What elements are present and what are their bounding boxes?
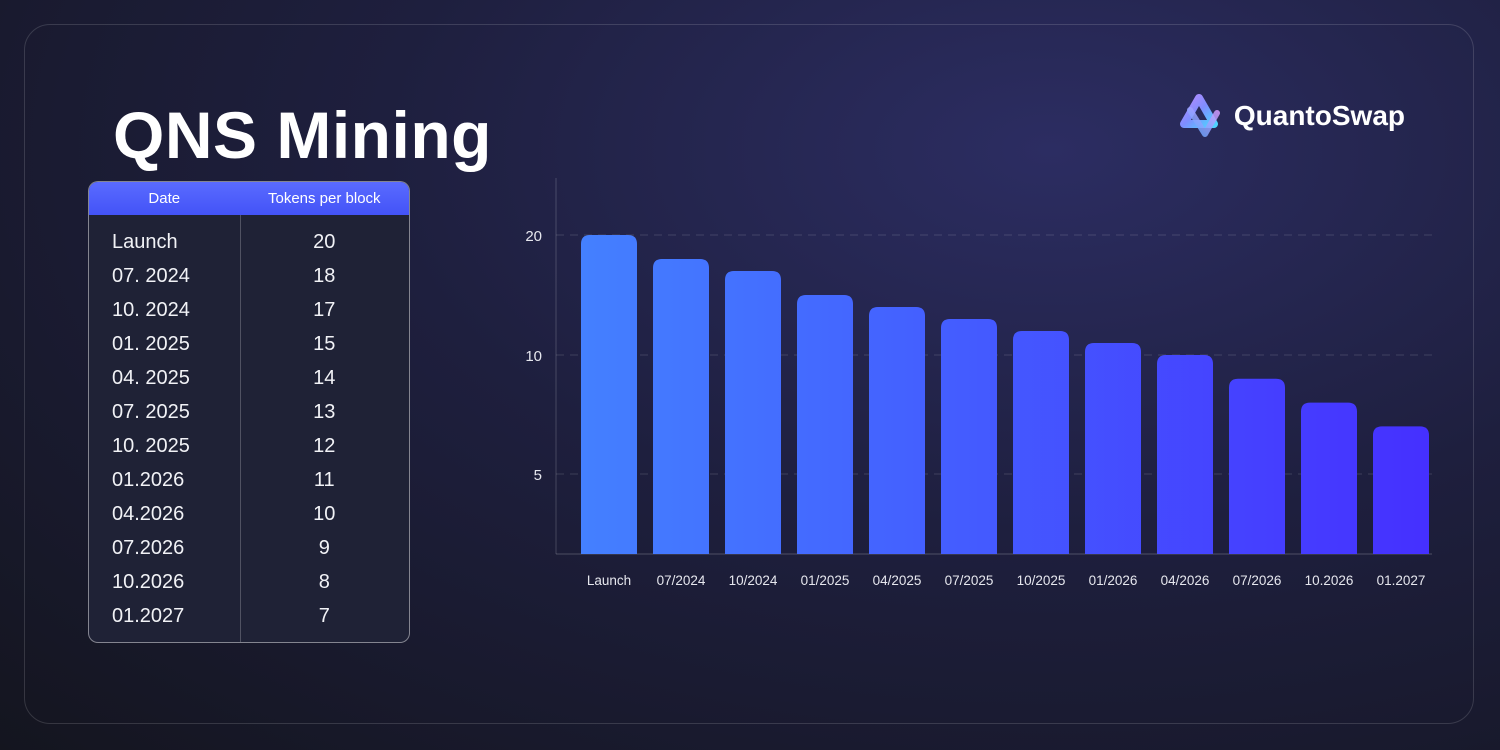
- cell-date: 07. 2024: [112, 264, 190, 287]
- bar: [941, 319, 997, 554]
- table-row: 07. 2024 18: [89, 259, 409, 293]
- cell-tokens: 20: [313, 230, 336, 253]
- x-tick-label: 01/2026: [1089, 573, 1138, 588]
- table-row: 07.2026 9: [89, 531, 409, 565]
- cell-date: 10.2026: [112, 570, 185, 593]
- cell-tokens: 9: [318, 536, 330, 559]
- x-tick-label: 07/2024: [657, 573, 706, 588]
- x-tick-label: 10/2025: [1017, 573, 1066, 588]
- cell-date: 01.2027: [112, 604, 185, 627]
- cell-tokens: 7: [318, 604, 330, 627]
- cell-tokens: 14: [313, 366, 336, 389]
- table-header: Date Tokens per block: [89, 182, 409, 215]
- chart-svg: 20 10 5 Launch 07/2024 10/2024 01/2025 04/2025 0…: [525, 178, 1432, 588]
- table-row: 10. 2024 17: [89, 293, 409, 327]
- cell-date: 04. 2025: [112, 366, 190, 389]
- bar: [797, 295, 853, 554]
- cell-date: 10. 2025: [112, 434, 190, 457]
- y-tick-label: 5: [534, 467, 542, 484]
- x-tick-label: 07/2025: [945, 573, 994, 588]
- bar: [1229, 378, 1285, 554]
- bar: [1301, 402, 1357, 554]
- cell-tokens: 10: [313, 502, 336, 525]
- bar: [1013, 331, 1069, 554]
- cell-tokens: 13: [313, 400, 336, 423]
- emission-table: Date Tokens per block Launch 20 07. 2024 18…: [88, 181, 410, 643]
- cell-tokens: 17: [313, 298, 336, 321]
- y-tick-label: 10: [525, 348, 542, 365]
- table-row: 10.2026 8: [89, 565, 409, 599]
- x-tick-label: 01/2025: [801, 573, 850, 588]
- bar: [581, 235, 637, 554]
- bar: [1085, 343, 1141, 554]
- x-tick-label: 07/2026: [1233, 573, 1282, 588]
- table-body: Launch 20 07. 2024 18 10. 2024 17 01. 2025 15 04…: [89, 215, 409, 642]
- table-row: 07. 2025 13: [89, 395, 409, 429]
- bar: [653, 259, 709, 554]
- y-tick-label: 20: [525, 228, 542, 245]
- x-tick-label: Launch: [587, 573, 631, 588]
- x-tick-label: 10.2026: [1305, 573, 1354, 588]
- main-card: QNS Mining QuantoSwap: [24, 24, 1474, 724]
- table-row: 04. 2025 14: [89, 361, 409, 395]
- column-header-date: Date: [148, 190, 181, 207]
- brand: QuantoSwap: [1176, 93, 1405, 139]
- cell-date: 01.2026: [112, 468, 185, 491]
- table-row: 04.2026 10: [89, 497, 409, 531]
- x-tick-label: 01.2027: [1377, 573, 1426, 588]
- bar: [869, 307, 925, 554]
- x-tick-label: 10/2024: [729, 573, 778, 588]
- x-tick-label: 04/2025: [873, 573, 922, 588]
- cell-tokens: 8: [318, 570, 330, 593]
- column-header-tokens: Tokens per block: [267, 190, 381, 207]
- cell-date: 07.2026: [112, 536, 185, 559]
- cell-date: 07. 2025: [112, 400, 190, 423]
- page-title: QNS Mining: [113, 98, 492, 172]
- bar: [1157, 355, 1213, 554]
- table-row: 01. 2025 15: [89, 327, 409, 361]
- table-row: Launch 20: [89, 225, 409, 259]
- cell-date: 01. 2025: [112, 332, 190, 355]
- x-tick-label: 04/2026: [1161, 573, 1210, 588]
- cell-date: 04.2026: [112, 502, 185, 525]
- quantoswap-logo-icon: [1179, 94, 1220, 137]
- cell-date: 10. 2024: [112, 298, 190, 321]
- table-row: 10. 2025 12: [89, 429, 409, 463]
- emission-bar-chart: 20 10 5 Launch 07/2024 10/2024 01/2025 04/2025 0…: [500, 170, 1460, 600]
- table-row: 01.2027 7: [89, 599, 409, 633]
- cell-tokens: 15: [313, 332, 336, 355]
- cell-tokens: 12: [313, 434, 336, 457]
- cell-tokens: 11: [313, 468, 335, 491]
- bar: [1373, 426, 1429, 554]
- brand-name: QuantoSwap: [1233, 100, 1405, 131]
- table-row: 01.2026 11: [89, 463, 409, 497]
- bar: [725, 271, 781, 554]
- cell-date: Launch: [112, 230, 178, 253]
- cell-tokens: 18: [313, 264, 336, 287]
